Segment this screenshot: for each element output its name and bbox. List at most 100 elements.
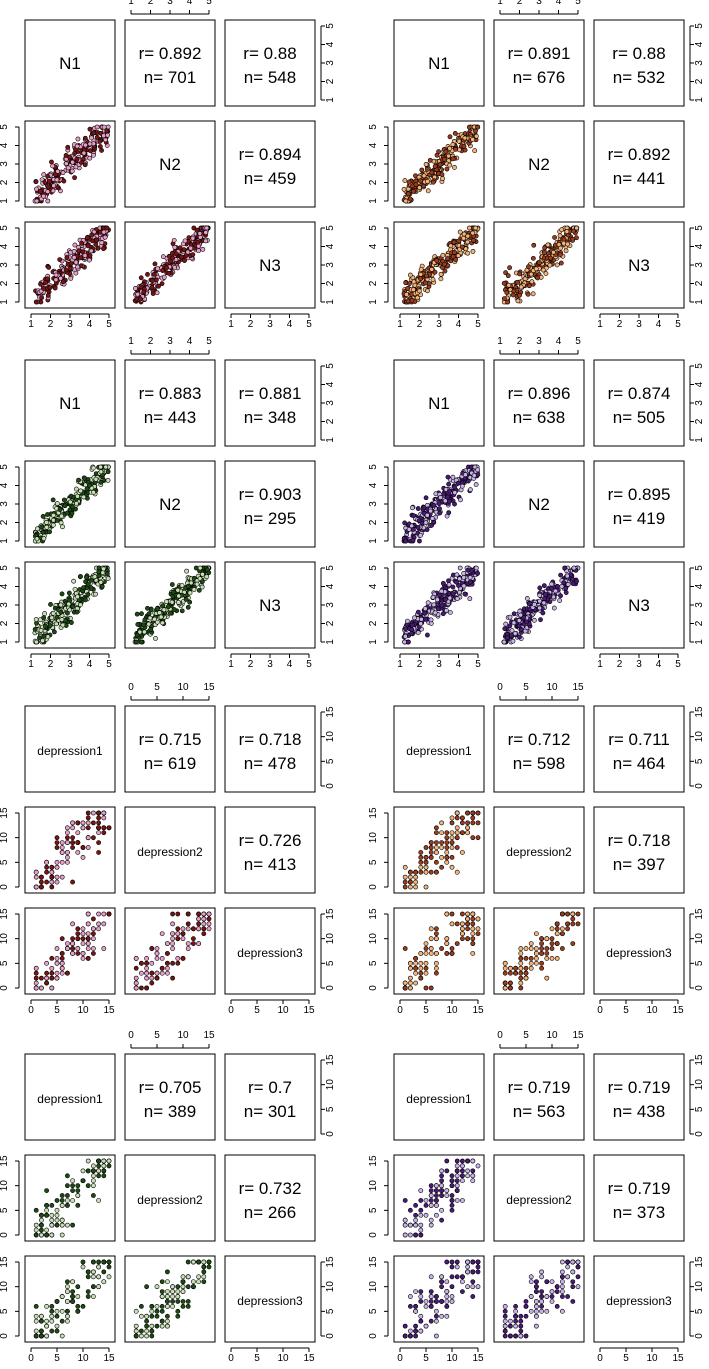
scatter-point [475,1269,481,1275]
scatter-point [85,1274,91,1280]
scatter-point [96,825,101,831]
tick-label: 1 [597,659,603,670]
scatter-point [70,835,75,841]
tick-label: 4 [656,319,662,330]
scatter-point [65,1193,70,1198]
scatter-point [513,965,518,971]
scatter-point [459,1158,465,1164]
correlation-r-label: r= 0.718 [608,831,671,850]
scatter-point [405,298,411,304]
panel-frame [124,19,216,107]
scatter-point [565,926,570,932]
scatter-point [46,264,52,270]
scatter-point [70,1188,75,1193]
scatter-point [85,1183,91,1189]
scatter-point [49,874,55,880]
scatter-point [470,911,476,917]
scatter-point [534,1313,539,1319]
scatter-point [58,520,64,526]
scatter-point [475,931,481,937]
scatter-point [560,946,565,951]
scatter-point [34,536,40,542]
scatter-point [47,623,53,628]
scatter-point [201,916,207,922]
scatter-point [160,603,166,609]
scatter-point [185,1299,191,1304]
scatter-point [428,840,434,845]
scatter-point [470,810,476,816]
scatter-point [516,623,522,629]
scatter-point [84,574,89,580]
scatter-point [106,825,112,831]
correlation-r-label: r= 0.711 [608,730,670,749]
scatter-point [418,859,424,865]
tick-label: 2 [148,336,154,347]
scatter-point [171,607,177,612]
scatter-point [39,1328,44,1334]
tick-label: 10 [0,1180,10,1192]
panel-frame [124,359,216,447]
tick-label: 15 [203,682,215,693]
scatter-point [70,921,75,927]
scatter-point [423,845,429,850]
scatter-point [403,626,408,632]
scatter-point [418,970,424,976]
scatter-point [54,975,60,981]
tick-label: 4 [325,381,336,387]
variable-label: N3 [259,256,281,275]
scatter-point [518,975,524,981]
tick-label: 10 [694,731,705,743]
scatter-point [164,965,170,971]
scatter-point [80,1168,86,1174]
scatter-point [91,489,96,495]
scatter-point [563,248,569,254]
tick-label: 0 [128,682,134,693]
scatter-point [565,911,570,917]
scatter-point [200,246,206,252]
scatter-point [470,230,476,236]
scatter-point [149,285,155,290]
scatter-point [80,926,86,932]
scatter-point [534,1304,539,1309]
scatter-point [444,840,450,845]
scatter-point [65,825,70,831]
scatter-point [133,965,139,971]
scatter-point [539,1289,544,1294]
scatter-point [185,249,191,255]
scatter-point [59,591,65,597]
scatter-point [416,518,422,524]
scatter-point [60,170,66,176]
scatter-point [470,1178,476,1184]
scatter-point [513,1323,518,1329]
scatter-point [560,1294,565,1299]
scatter-point [444,1188,450,1193]
scatter-point [510,292,516,298]
tick-label: 10 [446,1353,458,1364]
scatter-point [93,237,99,243]
scatter-point [190,1259,196,1265]
scatter-point [528,946,534,951]
scatter-point [149,1323,155,1329]
scatter-point [133,639,139,645]
tick-label: 0 [694,1131,705,1137]
scatter-point [423,1203,429,1208]
scatter-point [459,483,465,489]
scatter-point [465,825,470,831]
scatter-point [73,259,79,265]
scatter-point [428,1299,434,1304]
scatter-point [510,638,516,644]
scatter-point [59,1193,65,1198]
scatter-point [91,835,96,841]
scatter-point [454,1183,460,1189]
variable-label: N1 [428,54,450,73]
scatter-point [180,956,186,961]
tick-label: 15 [0,1256,10,1268]
tick-label: 1 [325,437,336,443]
scatter-point [423,985,429,991]
panel-frame [224,705,316,793]
scatter-point [75,493,80,499]
scatter-point [49,615,55,621]
scatter-point [75,1203,81,1208]
scatter-point [74,609,80,615]
